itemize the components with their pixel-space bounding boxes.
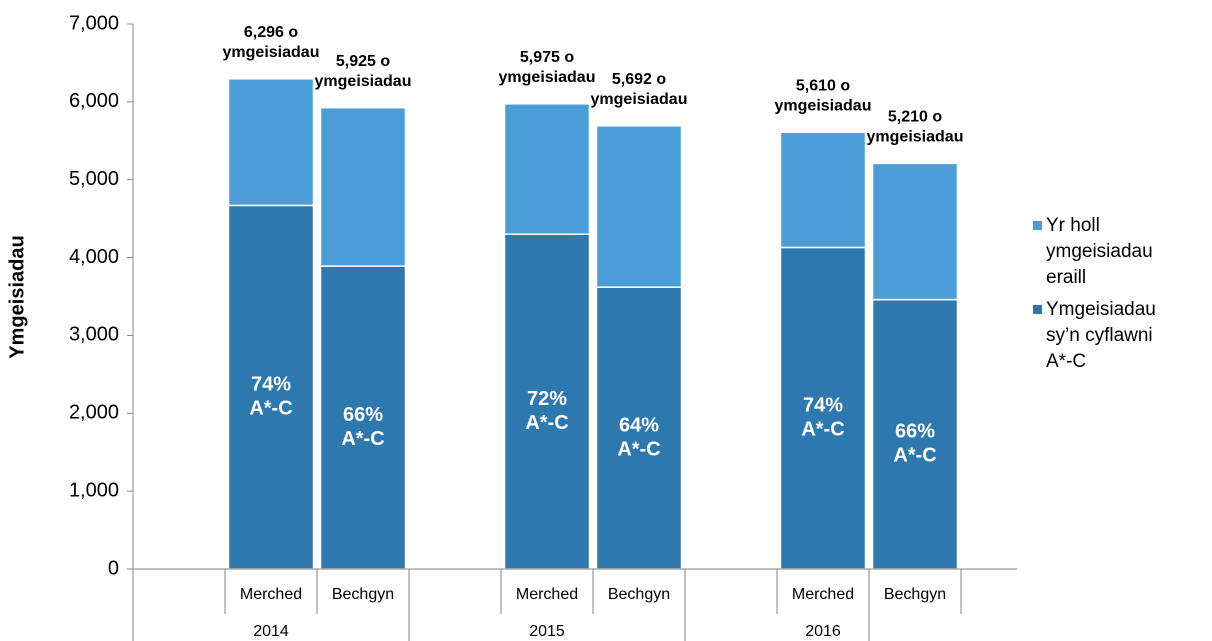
total-label: ymgeisiadau — [499, 69, 596, 86]
total-label: 5,692 o — [612, 71, 666, 88]
y-tick-label: 5,000 — [69, 168, 119, 190]
bar-segment — [779, 246, 867, 570]
x-tick-label: Bechgyn — [332, 586, 394, 603]
legend-label: Yr holl ymgeisiadau eraill — [1046, 215, 1153, 288]
group-label: 2015 — [529, 623, 565, 640]
total-label: ymgeisiadau — [223, 44, 320, 61]
legend-swatch — [1033, 305, 1042, 314]
total-label: ymgeisiadau — [315, 73, 412, 90]
x-tick-label: Bechgyn — [608, 586, 670, 603]
bar-segment — [595, 286, 683, 570]
total-label: 5,210 o — [888, 109, 942, 126]
total-label: ymgeisiadau — [867, 129, 964, 146]
x-tick-label: Merched — [516, 586, 578, 603]
bar-segment — [503, 103, 591, 235]
bar-segment — [779, 131, 867, 249]
segment-label: A*-C — [341, 428, 384, 450]
y-tick-label: 3,000 — [69, 324, 119, 346]
y-tick-label: 2,000 — [69, 402, 119, 424]
segment-label: A*-C — [617, 438, 660, 460]
x-tick-label: Merched — [792, 586, 854, 603]
bar-segment — [319, 265, 407, 570]
segment-label: 66% — [343, 404, 383, 426]
y-tick-label: 4,000 — [69, 246, 119, 268]
y-tick-label: 0 — [108, 557, 119, 579]
segment-label: 64% — [619, 414, 659, 436]
group-label: 2014 — [253, 623, 289, 640]
x-tick-label: Merched — [240, 586, 302, 603]
segment-label: A*-C — [801, 419, 844, 441]
x-tick-label: Bechgyn — [884, 586, 946, 603]
segment-label: A*-C — [249, 397, 292, 419]
total-label: 5,975 o — [520, 49, 574, 66]
y-tick-label: 1,000 — [69, 479, 119, 501]
bar-segment — [227, 204, 315, 570]
y-tick-label: 6,000 — [69, 90, 119, 112]
bar-segment — [503, 233, 591, 570]
total-label: 6,296 o — [244, 24, 298, 41]
segment-label: 72% — [527, 388, 567, 410]
group-label: 2016 — [805, 623, 841, 640]
total-label: ymgeisiadau — [591, 91, 688, 108]
segment-label: 74% — [803, 395, 843, 417]
segment-label: A*-C — [893, 445, 936, 467]
bar-segment — [595, 125, 683, 288]
segment-label: A*-C — [525, 412, 568, 434]
y-tick-label: 7,000 — [69, 12, 119, 34]
segment-label: 74% — [251, 373, 291, 395]
legend-label: Ymgeisiadau sy’n cyflawni A*-C — [1046, 299, 1156, 372]
total-label: ymgeisiadau — [775, 97, 872, 114]
total-label: 5,925 o — [336, 53, 390, 70]
bar-segment — [871, 162, 959, 301]
y-axis-label: Ymgeisiadau — [6, 235, 28, 358]
bar-segment — [227, 78, 315, 207]
total-label: 5,610 o — [796, 77, 850, 94]
bar-segment — [319, 106, 407, 267]
legend-swatch — [1033, 221, 1042, 230]
segment-label: 66% — [895, 421, 935, 443]
